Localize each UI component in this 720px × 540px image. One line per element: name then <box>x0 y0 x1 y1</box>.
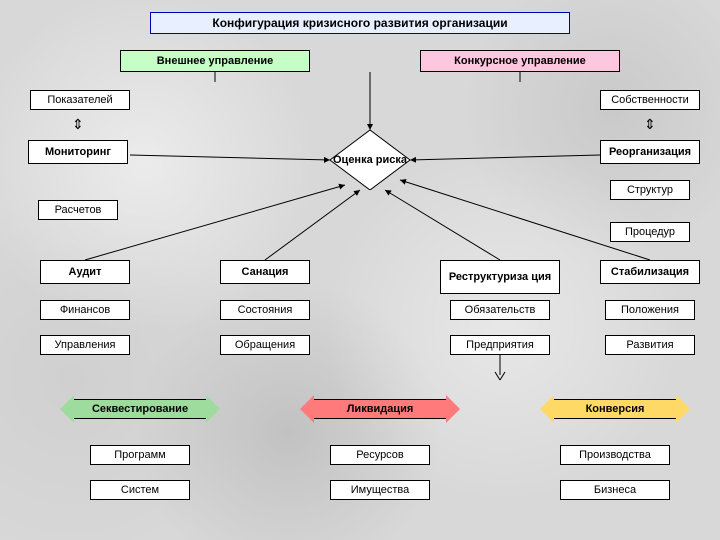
structures-box: Структур <box>610 180 690 200</box>
sequestration-arrow: Секвестирование <box>60 395 220 423</box>
title-box: Конфигурация кризисного развития организ… <box>150 12 570 34</box>
risk-label: Оценка риска <box>333 154 407 166</box>
updown-icon: ⇕ <box>72 116 84 133</box>
liquidation-arrow: Ликвидация <box>300 395 460 423</box>
finances-box: Финансов <box>40 300 130 320</box>
conversion-arrow: Конверсия <box>540 395 690 423</box>
resources-box: Ресурсов <box>330 445 430 465</box>
position-box: Положения <box>605 300 695 320</box>
property-box: Имущества <box>330 480 430 500</box>
programs-box: Программ <box>90 445 190 465</box>
monitoring-box: Мониторинг <box>28 140 128 164</box>
systems-box: Систем <box>90 480 190 500</box>
management-box: Управления <box>40 335 130 355</box>
sanation-box: Санация <box>220 260 310 284</box>
updown-icon: ⇕ <box>644 116 656 133</box>
procedures-box: Процедур <box>610 222 690 242</box>
restructuring-box: Реструктуриза ция <box>440 260 560 294</box>
stabilization-box: Стабилизация <box>600 260 700 284</box>
appeal-box: Обращения <box>220 335 310 355</box>
ownership-box: Собственности <box>600 90 700 110</box>
obligations-box: Обязательств <box>450 300 550 320</box>
external-management-box: Внешнее управление <box>120 50 310 72</box>
competitive-management-box: Конкурсное управление <box>420 50 620 72</box>
reorganization-box: Реорганизация <box>600 140 700 164</box>
risk-diamond: Оценка риска <box>330 130 410 190</box>
calculations-box: Расчетов <box>38 200 118 220</box>
enterprise-box: Предприятия <box>450 335 550 355</box>
production-box: Производства <box>560 445 670 465</box>
development-box: Развития <box>605 335 695 355</box>
state-box: Состояния <box>220 300 310 320</box>
audit-box: Аудит <box>40 260 130 284</box>
indicators-box: Показателей <box>30 90 130 110</box>
business-box: Бизнеса <box>560 480 670 500</box>
